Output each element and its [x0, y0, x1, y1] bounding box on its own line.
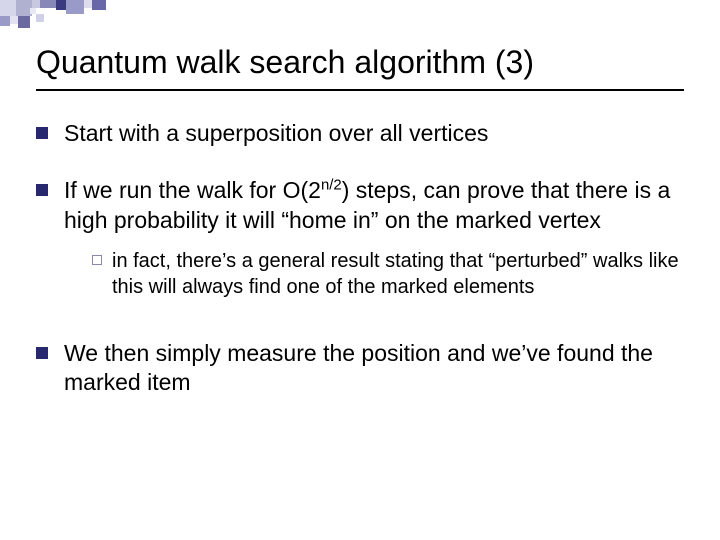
deco-square [66, 0, 84, 14]
bullet-item: Start with a superposition over all vert… [36, 119, 684, 148]
bullet-marker [36, 184, 48, 196]
sub-bullet-marker [92, 255, 102, 265]
slide-content: Start with a superposition over all vert… [0, 91, 720, 397]
deco-square [92, 0, 106, 10]
deco-square [32, 0, 40, 8]
deco-square [56, 0, 66, 10]
bullet-text: Start with a superposition over all vert… [64, 119, 684, 148]
corner-decoration [0, 0, 150, 30]
deco-square [18, 16, 30, 28]
slide-title: Quantum walk search algorithm (3) [36, 44, 684, 91]
sub-bullet-item: in fact, there’s a general result statin… [92, 249, 684, 300]
bullet-item: We then simply measure the position and … [36, 339, 684, 398]
deco-square [40, 0, 56, 8]
bullet-marker [36, 347, 48, 359]
sub-bullet-text: in fact, there’s a general result statin… [112, 249, 684, 300]
deco-square [84, 0, 92, 8]
deco-square [36, 14, 44, 22]
sub-list: in fact, there’s a general result statin… [92, 249, 684, 300]
bullet-text: We then simply measure the position and … [64, 339, 684, 398]
deco-square [0, 16, 10, 26]
bullet-marker [36, 127, 48, 139]
deco-square [10, 16, 18, 24]
bullet-item: If we run the walk for O(2n/2) steps, ca… [36, 176, 684, 310]
deco-square [0, 0, 16, 16]
bullet-text: If we run the walk for O(2n/2) steps, ca… [64, 176, 684, 235]
